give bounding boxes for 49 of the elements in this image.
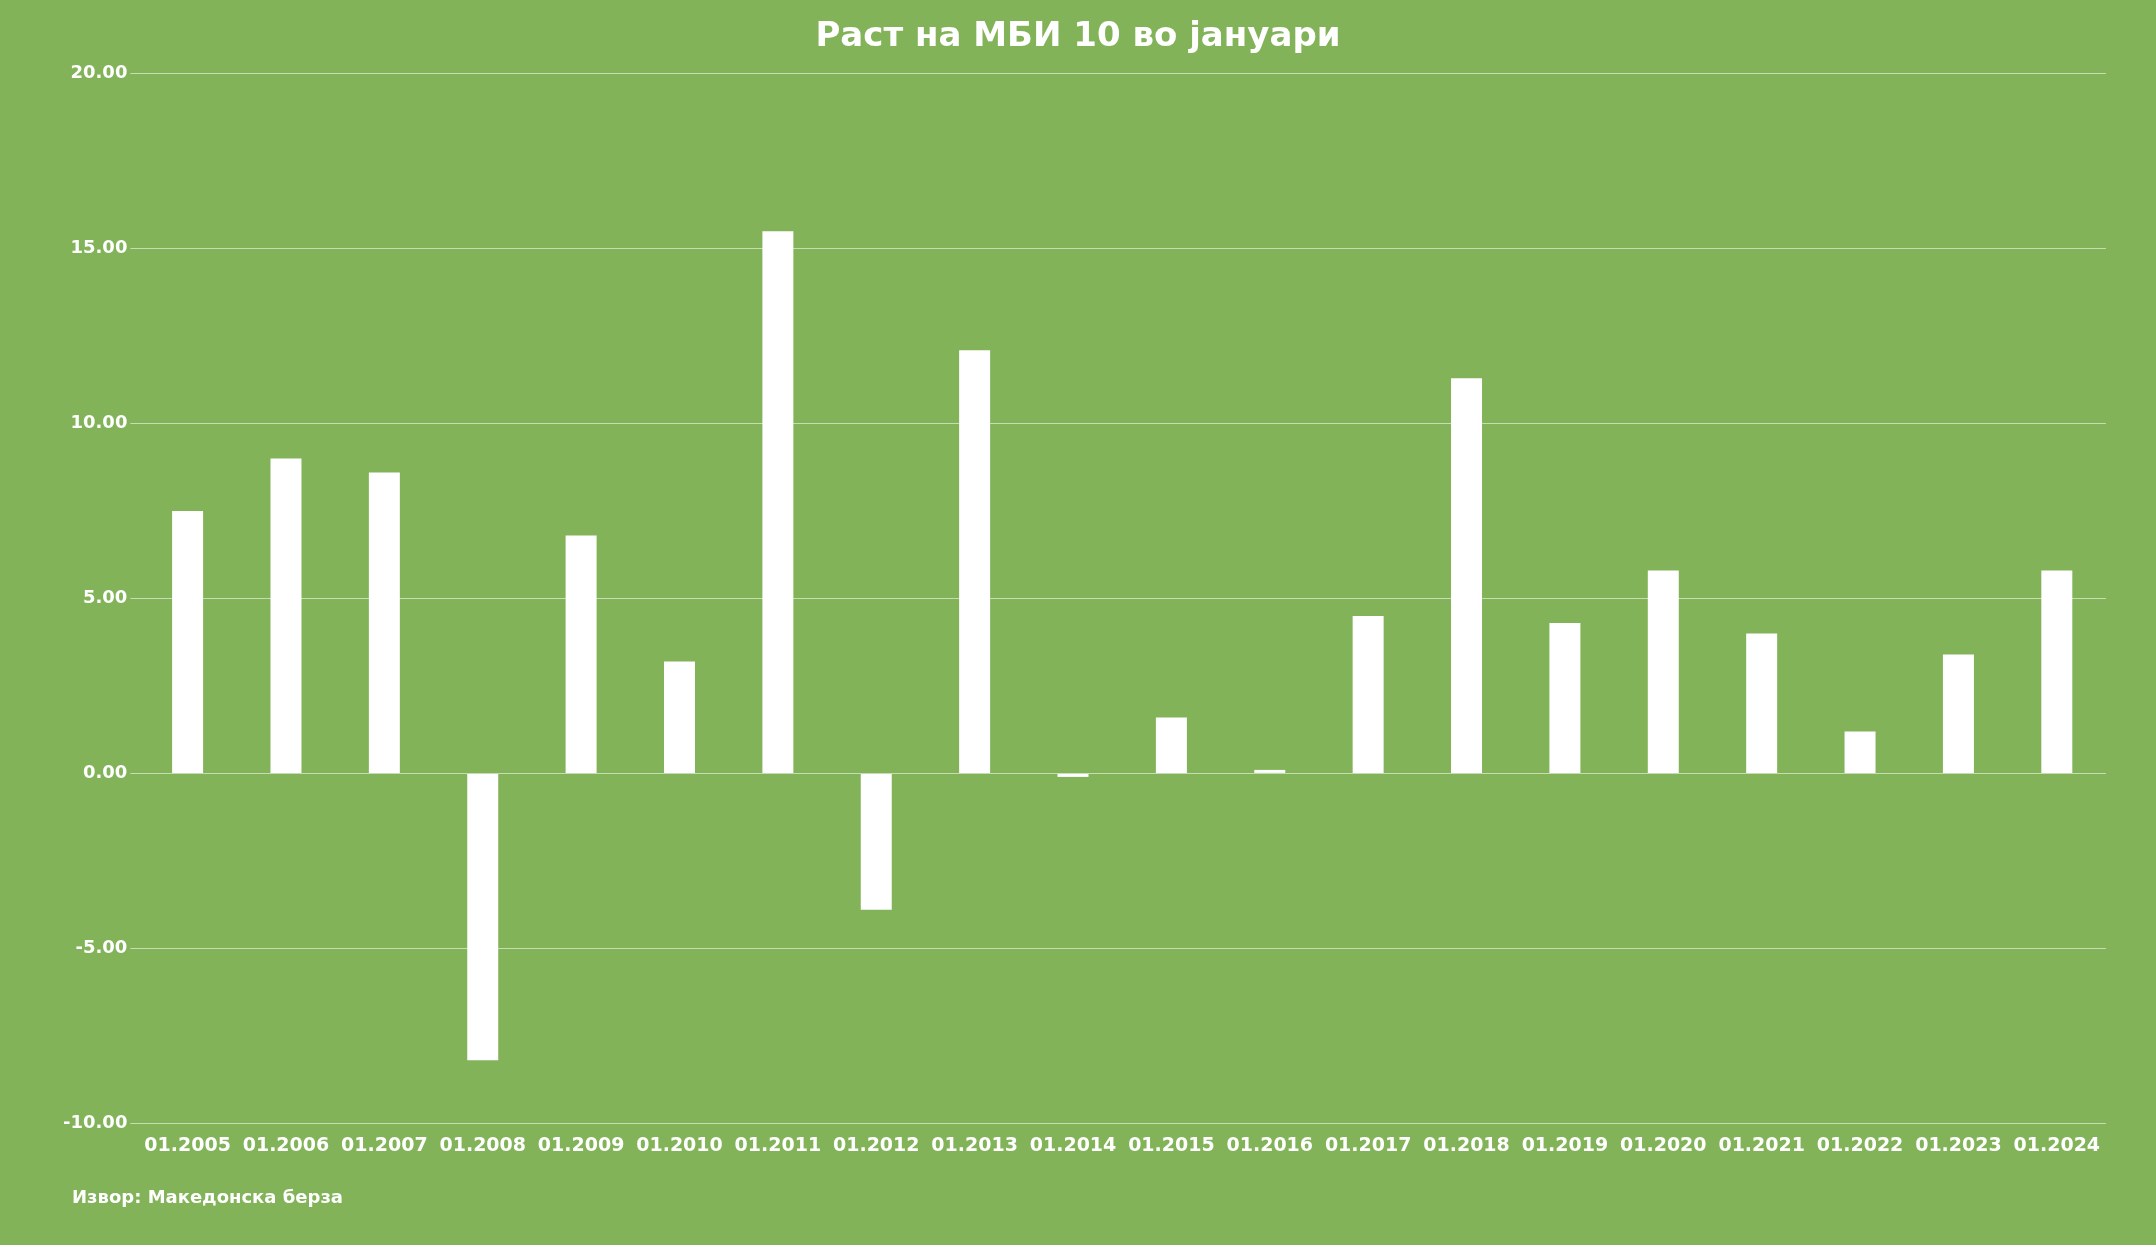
x-tick-label: 01.2013 [931, 1132, 1018, 1155]
bar [270, 458, 302, 773]
y-tick-label: 20.00 [70, 61, 128, 83]
x-tick-label: 01.2010 [636, 1132, 723, 1155]
y-tick-label: -5.00 [75, 935, 128, 957]
x-tick-label: 01.2015 [1128, 1132, 1215, 1155]
chart-title: Раст на МБИ 10 во јануари [814, 14, 1342, 54]
y-tick-label: 10.00 [70, 411, 128, 433]
x-tick-label: 01.2005 [144, 1132, 231, 1155]
bar [664, 661, 695, 773]
x-tick-label: 01.2016 [1226, 1132, 1314, 1155]
bar [2041, 570, 2073, 773]
x-tick-label: 01.2017 [1324, 1132, 1412, 1155]
bar [762, 231, 794, 773]
x-tick-label: 01.2008 [439, 1132, 527, 1155]
x-tick-label: 01.2019 [1521, 1132, 1609, 1155]
bar [959, 350, 991, 773]
x-tick-label: 01.2011 [734, 1132, 822, 1155]
bar [565, 535, 597, 773]
bar [467, 773, 499, 1061]
x-tick-label: 01.2020 [1620, 1132, 1707, 1155]
x-tick-label: 01.2024 [2013, 1132, 2101, 1155]
bar [1844, 731, 1876, 773]
bar [1352, 615, 1384, 773]
bar [1155, 717, 1187, 773]
bar [860, 773, 892, 910]
bar [1549, 622, 1581, 773]
bar [1647, 570, 1679, 773]
x-tick-label: 01.2012 [832, 1132, 920, 1155]
y-tick-label: 5.00 [82, 586, 128, 608]
bar [1254, 769, 1286, 773]
x-tick-label: 01.2014 [1029, 1132, 1117, 1155]
bar [1451, 378, 1483, 773]
bar [1057, 773, 1089, 777]
y-tick-label: 0.00 [82, 761, 128, 783]
x-tick-label: 01.2007 [341, 1132, 428, 1155]
y-tick-label: -10.00 [63, 1110, 128, 1132]
bar [368, 472, 400, 773]
x-tick-label: 01.2021 [1718, 1132, 1805, 1155]
bar [1942, 654, 1974, 773]
bar [1746, 633, 1778, 773]
x-tick-label: 01.2018 [1423, 1132, 1510, 1155]
x-tick-label: 01.2009 [537, 1132, 625, 1155]
x-tick-label: 01.2022 [1816, 1132, 1904, 1155]
x-tick-label: 01.2006 [242, 1132, 330, 1155]
bar [172, 511, 204, 773]
y-tick-label: 15.00 [70, 236, 128, 258]
text: Извор: Македонска берза [72, 1186, 344, 1207]
x-tick-label: 01.2023 [1915, 1132, 2002, 1155]
